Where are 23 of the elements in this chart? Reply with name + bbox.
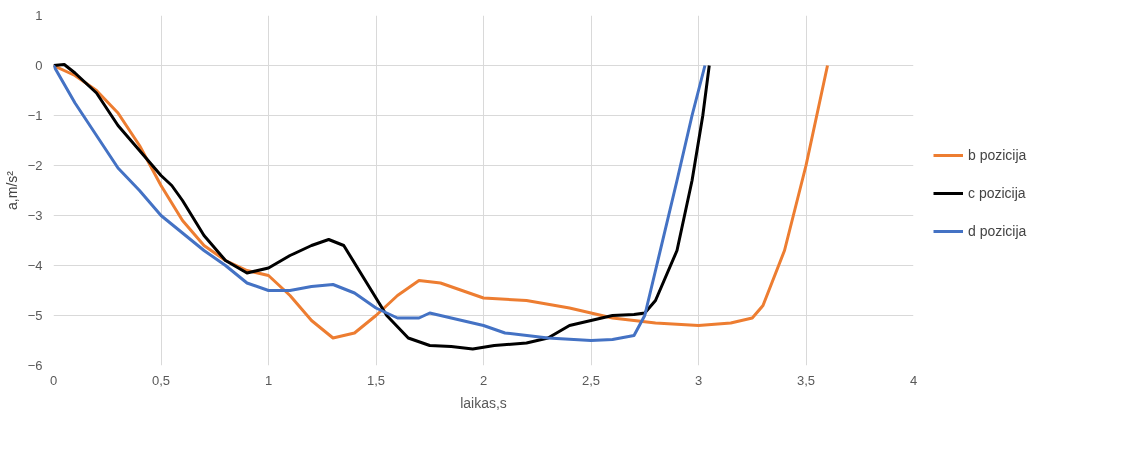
x-tick-label: 1 — [264, 372, 273, 388]
y-tick-label: −5 — [27, 308, 43, 323]
y-axis-title: a,m/s² — [3, 170, 20, 210]
line-series — [53, 64, 829, 340]
x-tick-label: 2 — [479, 372, 488, 388]
y-tick-label: −4 — [27, 258, 43, 273]
y-tick-label: 0 — [35, 58, 43, 73]
y-tick-label: −1 — [27, 108, 43, 123]
x-tick-label: 0,5 — [151, 372, 171, 388]
legend-label: d pozicija — [968, 222, 1027, 239]
x-tick-label: 2,5 — [581, 372, 601, 388]
x-tick-label: 0 — [49, 372, 58, 388]
y-tick-label: −2 — [27, 158, 43, 173]
legend-label: b pozicija — [968, 146, 1027, 163]
x-tick-label: 3,5 — [796, 372, 816, 388]
y-tick-label: −6 — [27, 358, 43, 373]
y-tick-label: 1 — [35, 8, 43, 23]
y-tick-label: −3 — [27, 208, 43, 223]
x-tick-label: 4 — [909, 372, 918, 388]
x-tick-label: 3 — [694, 372, 703, 388]
x-tick-label: 1,5 — [366, 372, 386, 388]
x-axis-title: laikas,s — [460, 394, 507, 411]
legend-label: c pozicija — [968, 184, 1026, 201]
